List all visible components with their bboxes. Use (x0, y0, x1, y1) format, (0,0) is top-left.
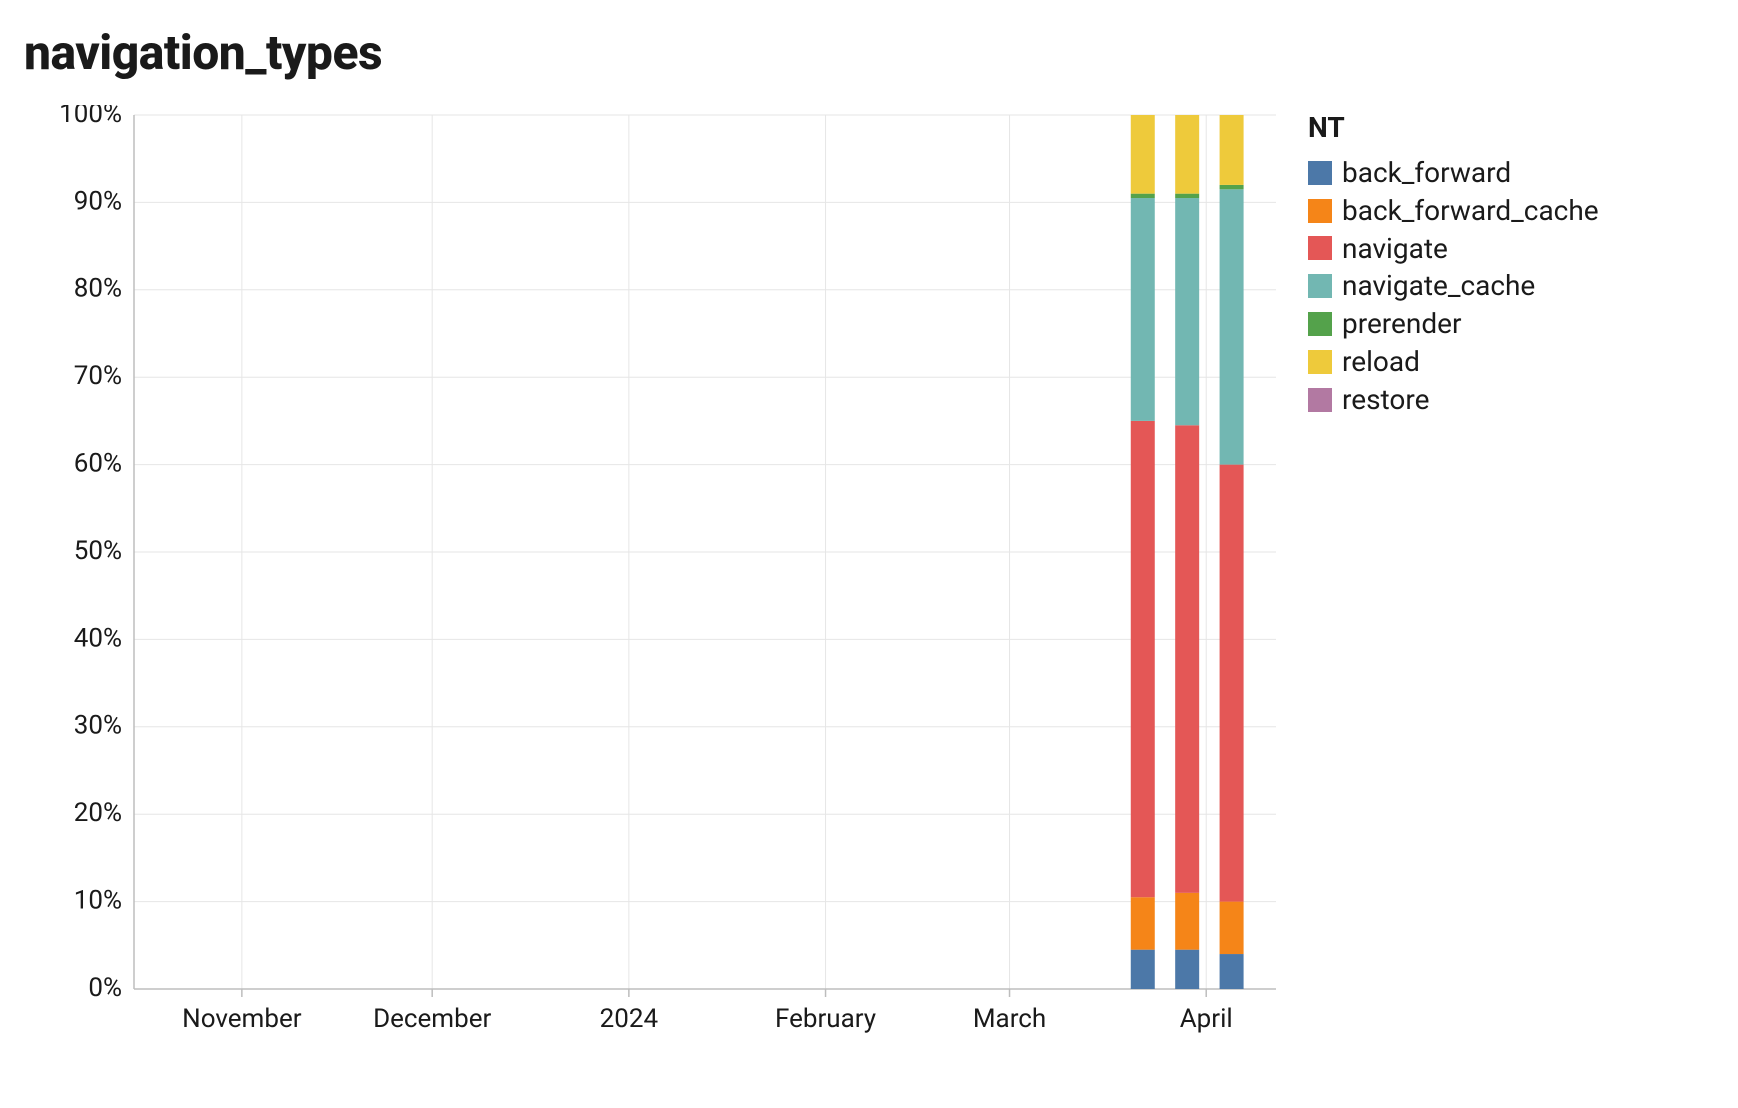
y-tick-label: 40% (74, 623, 122, 653)
chart-plot: 0% 10% 20% 30% 40% 50% 60% 70% 80% 90% 100% Novembe… (24, 105, 1284, 1045)
legend-label-reload: reload (1342, 343, 1420, 381)
y-tick-label: 20% (74, 798, 122, 828)
legend-item-back_forward[interactable]: back_forward (1308, 154, 1599, 192)
y-tick-label: 100% (59, 105, 122, 129)
legend-label-restore: restore (1342, 381, 1429, 419)
legend-item-navigate[interactable]: navigate (1308, 230, 1599, 268)
legend-item-restore[interactable]: restore (1308, 381, 1599, 419)
legend-swatch-navigate_cache (1308, 274, 1332, 298)
legend-swatch-restore (1308, 388, 1332, 412)
y-tick-label: 90% (74, 186, 122, 216)
legend-item-reload[interactable]: reload (1308, 343, 1599, 381)
y-tick-label: 80% (74, 274, 122, 304)
bar-segment-prerender[interactable] (1131, 194, 1155, 198)
y-tick-label: 0% (88, 973, 122, 1003)
legend-title: NT (1308, 111, 1599, 144)
legend-item-navigate_cache[interactable]: navigate_cache (1308, 267, 1599, 305)
bar-segment-back_forward_cache[interactable] (1175, 893, 1199, 950)
x-tick-label: November (182, 1004, 302, 1034)
chart-svg: 0% 10% 20% 30% 40% 50% 60% 70% 80% 90% 100% Novembe… (24, 105, 1284, 1045)
legend-swatch-back_forward (1308, 161, 1332, 185)
bar-segment-navigate_cache[interactable] (1131, 198, 1155, 421)
x-tick-label: 2024 (600, 1004, 659, 1034)
bar-segment-navigate_cache[interactable] (1220, 189, 1244, 464)
y-tick-label: 60% (74, 448, 122, 478)
bar-segment-back_forward_cache[interactable] (1220, 902, 1244, 954)
x-tick-label: April (1180, 1004, 1233, 1034)
bar-segment-reload[interactable] (1220, 115, 1244, 185)
legend-item-back_forward_cache[interactable]: back_forward_cache (1308, 192, 1599, 230)
bar-segment-prerender[interactable] (1175, 194, 1199, 198)
legend-label-navigate: navigate (1342, 230, 1448, 268)
bar-segment-reload[interactable] (1175, 115, 1199, 194)
bar-segment-navigate[interactable] (1175, 425, 1199, 893)
bar-segment-navigate[interactable] (1220, 465, 1244, 902)
bar-segment-navigate[interactable] (1131, 421, 1155, 897)
x-tick-label: February (775, 1004, 876, 1034)
chart-title: navigation_types (24, 24, 1714, 81)
legend-swatch-navigate (1308, 236, 1332, 260)
legend-label-back_forward_cache: back_forward_cache (1342, 192, 1599, 230)
legend-swatch-reload (1308, 350, 1332, 374)
legend-label-back_forward: back_forward (1342, 154, 1511, 192)
bar-segment-navigate_cache[interactable] (1175, 198, 1199, 425)
x-tick-label: March (973, 1004, 1046, 1034)
chart-legend: NT back_forwardback_forward_cachenavigat… (1308, 105, 1599, 419)
bar-segment-back_forward[interactable] (1131, 950, 1155, 989)
y-tick-label: 70% (74, 361, 122, 391)
bar-segment-prerender[interactable] (1220, 185, 1244, 189)
bar-segment-back_forward_cache[interactable] (1131, 897, 1155, 949)
bar-segment-back_forward[interactable] (1175, 950, 1199, 989)
legend-swatch-back_forward_cache (1308, 199, 1332, 223)
x-tick-label: December (373, 1004, 491, 1034)
legend-swatch-prerender (1308, 312, 1332, 336)
legend-item-prerender[interactable]: prerender (1308, 305, 1599, 343)
y-tick-label: 10% (74, 885, 122, 915)
legend-label-prerender: prerender (1342, 305, 1461, 343)
y-tick-label: 30% (74, 711, 122, 741)
bar-segment-reload[interactable] (1131, 115, 1155, 194)
y-tick-label: 50% (74, 536, 122, 566)
bar-segment-back_forward[interactable] (1220, 954, 1244, 989)
legend-label-navigate_cache: navigate_cache (1342, 267, 1535, 305)
